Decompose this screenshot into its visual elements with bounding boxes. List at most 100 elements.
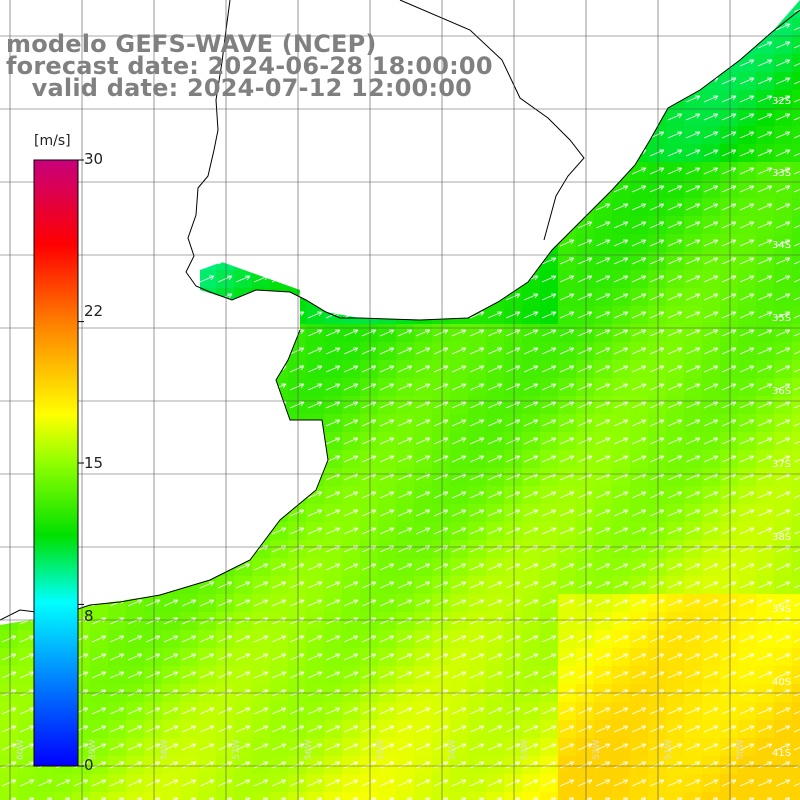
wind-arrow [559, 293, 575, 301]
wind-arrow [685, 365, 701, 373]
lon-label: 56W [304, 739, 314, 760]
wind-arrow [145, 203, 161, 211]
wind-arrow [721, 185, 737, 193]
wind-arrow [595, 23, 611, 31]
wind-cell [144, 270, 162, 288]
wind-arrow [415, 149, 431, 157]
wind-cell [630, 126, 648, 144]
wind-cell [378, 162, 396, 180]
wind-arrow [739, 437, 755, 445]
wind-arrow [289, 365, 305, 373]
wind-cell [288, 468, 306, 486]
wind-arrow [577, 239, 593, 247]
wind-cell [198, 324, 216, 342]
wind-cell [792, 720, 800, 738]
wind-arrow [649, 203, 665, 211]
wind-cell [576, 198, 594, 216]
wind-arrow [757, 725, 773, 733]
wind-arrow [379, 113, 395, 121]
wind-arrow [325, 329, 341, 337]
wind-arrow [559, 725, 575, 733]
wind-cell [450, 216, 468, 234]
wind-cell [234, 504, 252, 522]
wind-arrow [721, 311, 737, 319]
wind-cell [666, 90, 684, 108]
wind-arrow [487, 491, 503, 499]
wind-arrow [793, 95, 800, 103]
wind-arrow [433, 509, 449, 517]
wind-arrow [577, 221, 593, 229]
wind-arrow [631, 221, 647, 229]
wind-arrow [505, 293, 521, 301]
wind-arrow [793, 347, 800, 355]
wind-cell [792, 756, 800, 774]
wind-cell [504, 144, 522, 162]
wind-arrow [163, 401, 179, 409]
wind-cell [792, 540, 800, 558]
wind-arrow [397, 491, 413, 499]
wind-cell [630, 54, 648, 72]
wind-arrow [145, 401, 161, 409]
wind-arrow [631, 59, 647, 67]
wind-arrow [667, 653, 683, 661]
wind-cell [378, 126, 396, 144]
wind-arrow [505, 5, 521, 13]
wind-arrow [433, 275, 449, 283]
wind-cell [396, 792, 414, 800]
wind-cell [144, 558, 162, 576]
wind-arrow [559, 59, 575, 67]
wind-arrow [721, 725, 737, 733]
wind-cell [18, 576, 36, 594]
wind-cell [792, 576, 800, 594]
wind-cell [378, 198, 396, 216]
wind-arrow [109, 347, 125, 355]
wind-arrow [343, 779, 359, 787]
wind-cell [486, 18, 504, 36]
wind-arrow [577, 653, 593, 661]
wind-cell [792, 522, 800, 540]
wind-arrow [685, 491, 701, 499]
wind-arrow [793, 5, 800, 13]
wind-arrow [613, 311, 629, 319]
wind-arrow [505, 563, 521, 571]
wind-arrow [163, 185, 179, 193]
wind-arrow [325, 293, 341, 301]
wind-arrow [613, 383, 629, 391]
wind-arrow [451, 41, 467, 49]
wind-arrow [775, 77, 791, 85]
wind-arrow [577, 527, 593, 535]
wind-arrow [433, 743, 449, 751]
wind-arrow [739, 203, 755, 211]
wind-cell [432, 216, 450, 234]
wind-arrow [631, 779, 647, 787]
wind-arrow [343, 167, 359, 175]
wind-arrow [181, 455, 197, 463]
wind-arrow [577, 635, 593, 643]
wind-arrow [127, 185, 143, 193]
wind-cell [342, 180, 360, 198]
wind-arrow [523, 797, 539, 800]
wind-arrow [217, 5, 233, 13]
wind-cell [108, 522, 126, 540]
wind-cell [756, 18, 774, 36]
wind-arrow [451, 671, 467, 679]
wind-arrow [433, 383, 449, 391]
wind-arrow [145, 563, 161, 571]
wind-cell [0, 180, 18, 198]
wind-arrow [433, 419, 449, 427]
wind-arrow [325, 779, 341, 787]
wind-arrow [19, 491, 35, 499]
wind-arrow [415, 743, 431, 751]
wind-arrow [235, 491, 251, 499]
wind-arrow [631, 599, 647, 607]
wind-arrow [577, 329, 593, 337]
wind-arrow [739, 725, 755, 733]
wind-arrow [37, 779, 53, 787]
wind-arrow [163, 797, 179, 800]
wind-cell [180, 414, 198, 432]
wind-arrow [217, 779, 233, 787]
wind-cell [792, 486, 800, 504]
wind-arrow [163, 563, 179, 571]
wind-cell [432, 126, 450, 144]
wind-arrow [433, 437, 449, 445]
